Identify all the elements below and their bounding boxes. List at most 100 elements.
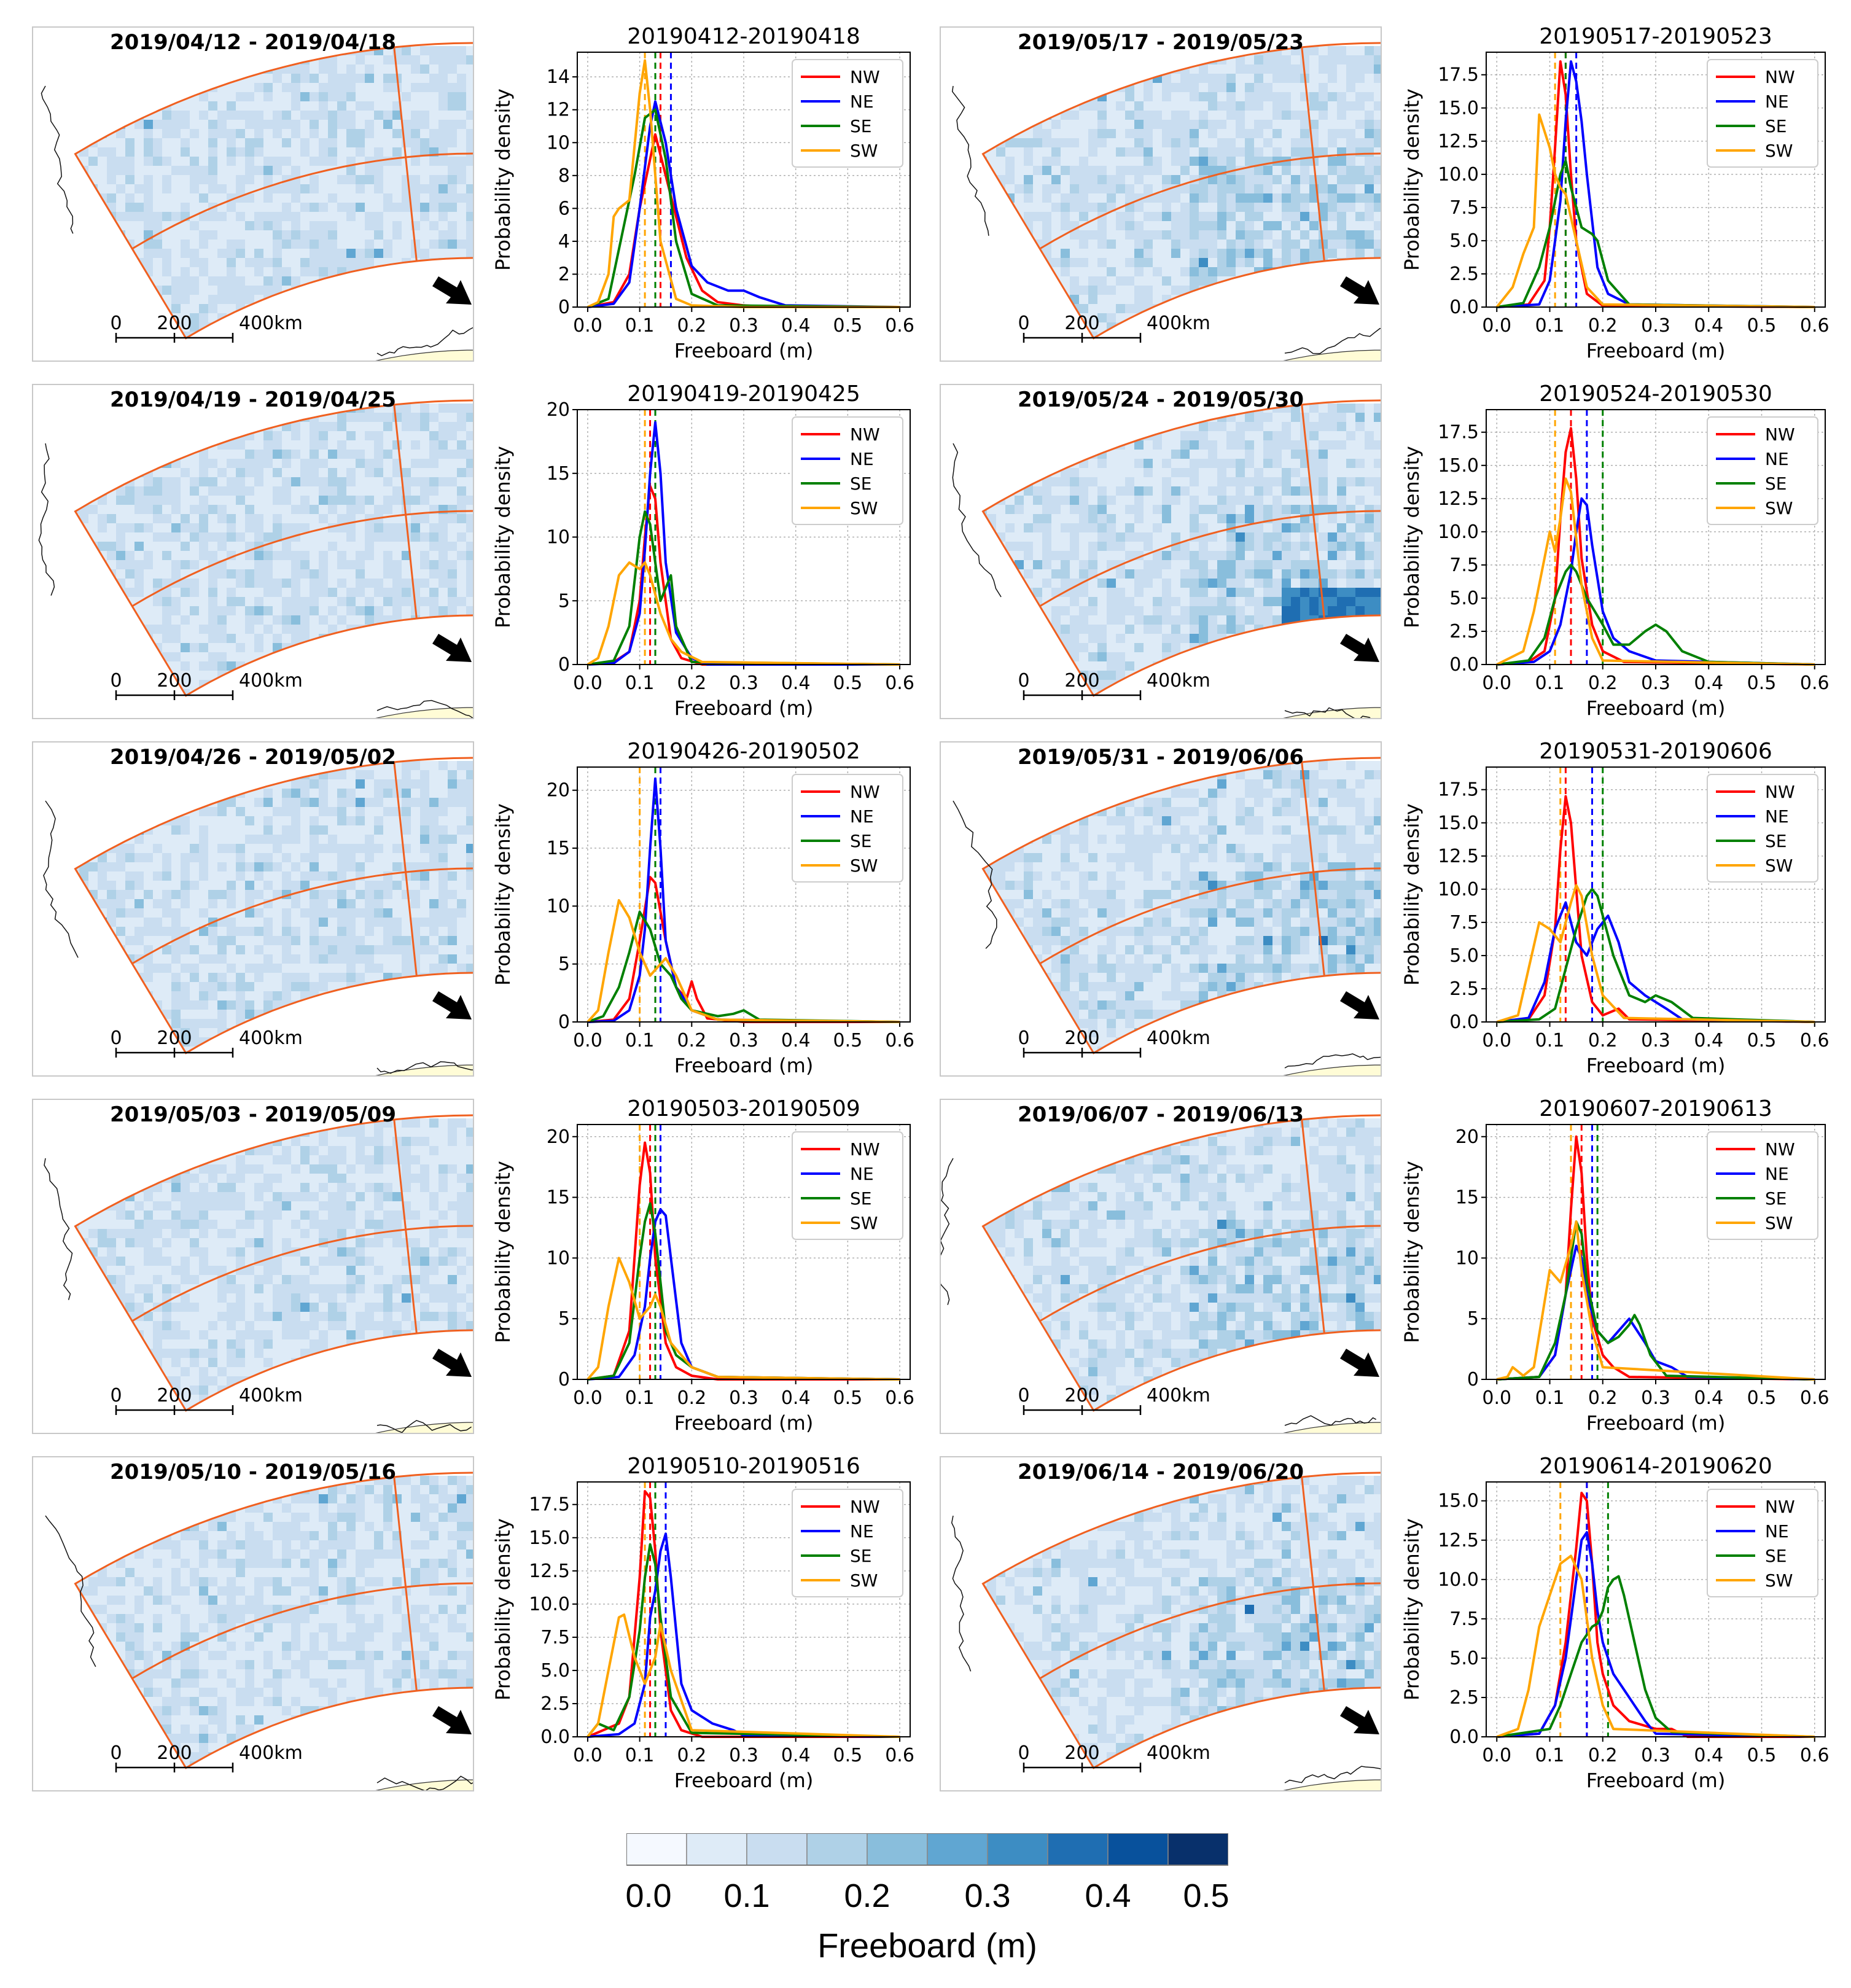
scale-label: 200 [157,313,192,334]
map-panel: 2019/04/12 - 2019/04/18 0 200 400km [32,26,474,362]
density-plot: 20190419-20190425 0.0 0.1 0.2 0.3 0.4 0.5 0.6 0 5… [485,376,921,732]
colorbar-swatch [987,1833,1048,1866]
plot-title: 20190614-20190620 [1539,1454,1772,1479]
y-tick-label: 0 [558,1012,570,1033]
region-divider [393,1476,418,1691]
x-tick-label: 0.4 [781,1030,811,1051]
legend-label-sw: SW [850,1213,878,1233]
x-tick-label: 0.6 [1800,1745,1830,1766]
y-axis-label: Probability density [1400,1518,1424,1701]
y-tick-label: 10 [1455,1247,1479,1269]
x-tick-label: 0.1 [1535,315,1565,337]
x-tick-label: 0.2 [677,1745,706,1766]
x-tick-label: 0.1 [1535,672,1565,694]
region-divider [1039,1582,1381,1680]
scale-label: 200 [1064,1027,1099,1049]
series-line-nw [1497,427,1815,666]
y-tick-label: 6 [558,198,570,219]
y-tick-label: 5.0 [1449,945,1479,967]
map-title: 2019/06/14 - 2019/06/20 [1018,1460,1304,1484]
x-tick-label: 0.3 [1641,672,1670,694]
series-line-ne [1497,60,1815,308]
series-line-ne [587,100,900,308]
legend-label-nw: NW [1765,424,1795,445]
y-tick-label: 2.5 [1449,263,1479,285]
colorbar-label: Freeboard (m) [817,1926,1037,1965]
y-tick-label: 5.0 [540,1660,570,1682]
y-axis-label: Probability density [491,88,515,271]
map-svg: 0 200 400km [952,399,1381,718]
colorbar-tick-label: 0.0 [626,1877,672,1914]
land-area [375,1064,473,1075]
x-tick-label: 0.6 [1800,1030,1830,1051]
x-tick-label: 0.2 [1588,672,1618,694]
region-divider [131,510,473,607]
series-line-sw [586,1613,900,1738]
y-tick-label: 0.0 [540,1726,570,1748]
legend-label-se: SE [1765,1188,1787,1209]
series-line-se [1497,563,1815,666]
drift-arrow-icon [432,276,472,305]
scale-label: 400km [239,670,303,692]
region-border [981,757,1381,1054]
x-axis-label: Freeboard (m) [674,339,814,362]
y-axis-label: Probability density [1400,446,1424,628]
land-area [1283,1779,1381,1790]
coastline [1284,707,1371,718]
plot-frame [577,1481,911,1737]
plot-title: 20190510-20190516 [627,1454,860,1479]
drift-arrow-icon [1340,991,1379,1019]
legend-label-se: SE [1765,831,1787,851]
coastline [376,1420,472,1433]
y-tick-label: 10.0 [1438,521,1479,543]
colorbar-swatch [1047,1833,1109,1866]
scale-label: 200 [1064,1742,1099,1764]
region-divider [1301,762,1325,976]
scale-label: 0 [110,1385,122,1406]
scale-label: 400km [1147,1385,1210,1406]
drift-arrow-icon [1340,276,1379,305]
density-plot: 20190531-20190606 0.0 0.1 0.2 0.3 0.4 0.5 0.6 0.… [1394,733,1836,1090]
map-panel: 2019/04/26 - 2019/05/02 0 200 400km [32,741,474,1077]
region-border [74,1472,473,1769]
y-tick-label: 0.0 [1449,297,1479,318]
scale-label: 400km [239,1385,303,1406]
x-axis-label: Freeboard (m) [674,1769,814,1792]
x-tick-label: 0.2 [677,315,706,337]
coastline [1284,1766,1381,1783]
legend-label-se: SE [850,1188,871,1209]
y-tick-label: 5 [558,590,570,612]
series-line-nw [587,1490,900,1738]
scale-label: 0 [1018,1027,1029,1049]
density-plot: 20190426-20190502 0.0 0.1 0.2 0.3 0.4 0.5 0.6 0 5… [485,733,921,1090]
scale-label: 400km [1147,313,1210,334]
y-axis-label: Probability density [1400,1161,1424,1343]
region-border [981,1114,1381,1412]
series-line-sw [586,898,900,1023]
map-panel: 2019/05/17 - 2019/05/23 0 200 400km [940,26,1382,362]
legend-label-ne: NE [850,449,874,469]
series-line-sw [1496,477,1815,666]
x-tick-label: 0.1 [1535,1030,1565,1051]
x-tick-label: 0.6 [885,315,914,337]
scale-label: 400km [1147,1027,1210,1049]
y-tick-label: 15.0 [529,1527,570,1549]
y-tick-label: 0.0 [1449,1012,1479,1033]
legend-label-ne: NE [1765,449,1789,469]
x-axis-label: Freeboard (m) [1586,1769,1726,1792]
y-tick-label: 7.5 [1449,555,1479,576]
x-tick-label: 0.4 [1694,315,1723,337]
x-axis-label: Freeboard (m) [1586,1054,1726,1077]
x-tick-label: 0.0 [573,315,602,337]
region-divider [1301,1119,1325,1334]
region-divider [393,762,418,976]
scale-label: 200 [1064,313,1099,334]
x-tick-label: 0.0 [1482,1030,1511,1051]
y-tick-label: 17.5 [529,1494,570,1516]
series-line-se [587,108,900,308]
scale-label: 400km [1147,670,1210,692]
scale-label: 0 [1018,670,1029,692]
land-area [1283,1422,1381,1433]
legend-label-se: SE [1765,1546,1787,1566]
scale-label: 200 [1064,670,1099,692]
